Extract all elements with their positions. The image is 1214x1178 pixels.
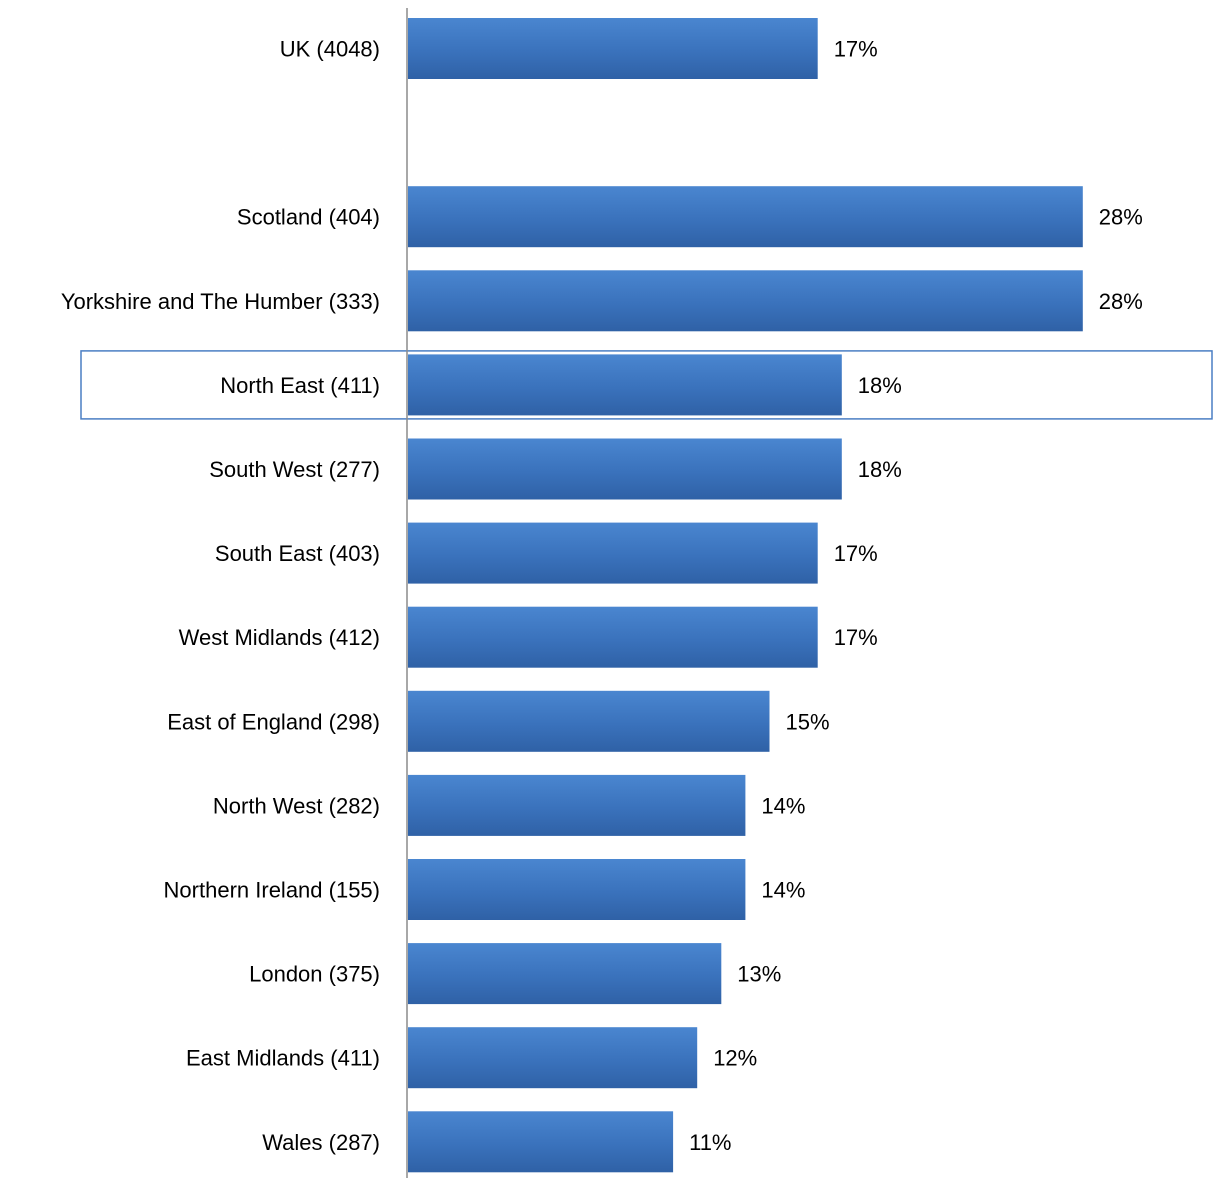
bar (408, 270, 1083, 332)
data-label: 14% (761, 793, 805, 818)
data-label: 28% (1099, 289, 1143, 314)
category-label: Yorkshire and The Humber (333) (61, 289, 380, 314)
category-label: Wales (287) (262, 1130, 380, 1155)
bar (408, 522, 818, 584)
bar (408, 606, 818, 668)
bar (408, 859, 746, 920)
data-label: 13% (737, 962, 781, 987)
data-label: 17% (834, 625, 878, 650)
bar (408, 1027, 698, 1089)
category-label: UK (4048) (280, 37, 380, 62)
data-label: 28% (1099, 205, 1143, 230)
bar (408, 690, 770, 752)
category-label: West Midlands (412) (179, 625, 380, 650)
category-label: North West (282) (213, 793, 380, 818)
bar (408, 354, 842, 416)
bar (408, 1111, 674, 1173)
category-label: East Midlands (411) (186, 1046, 380, 1071)
bar (408, 943, 722, 1005)
category-label: East of England (298) (167, 709, 380, 734)
category-label: South East (403) (215, 541, 380, 566)
data-label: 17% (834, 37, 878, 62)
data-label: 12% (713, 1046, 757, 1071)
category-label: London (375) (249, 962, 380, 987)
data-label: 11% (689, 1130, 731, 1155)
category-label: North East (411) (220, 373, 380, 398)
data-label: 14% (761, 878, 805, 903)
category-label: South West (277) (209, 457, 380, 482)
data-label: 18% (858, 457, 902, 482)
bar (408, 186, 1083, 248)
highlight-frame (80, 350, 1213, 420)
data-label: 15% (786, 709, 830, 734)
bar (408, 18, 818, 79)
data-label: 18% (858, 373, 902, 398)
category-label: Northern Ireland (155) (164, 878, 380, 903)
bar (408, 774, 746, 836)
category-label: Scotland (404) (237, 205, 380, 230)
bar (408, 438, 842, 500)
data-label: 17% (834, 541, 878, 566)
